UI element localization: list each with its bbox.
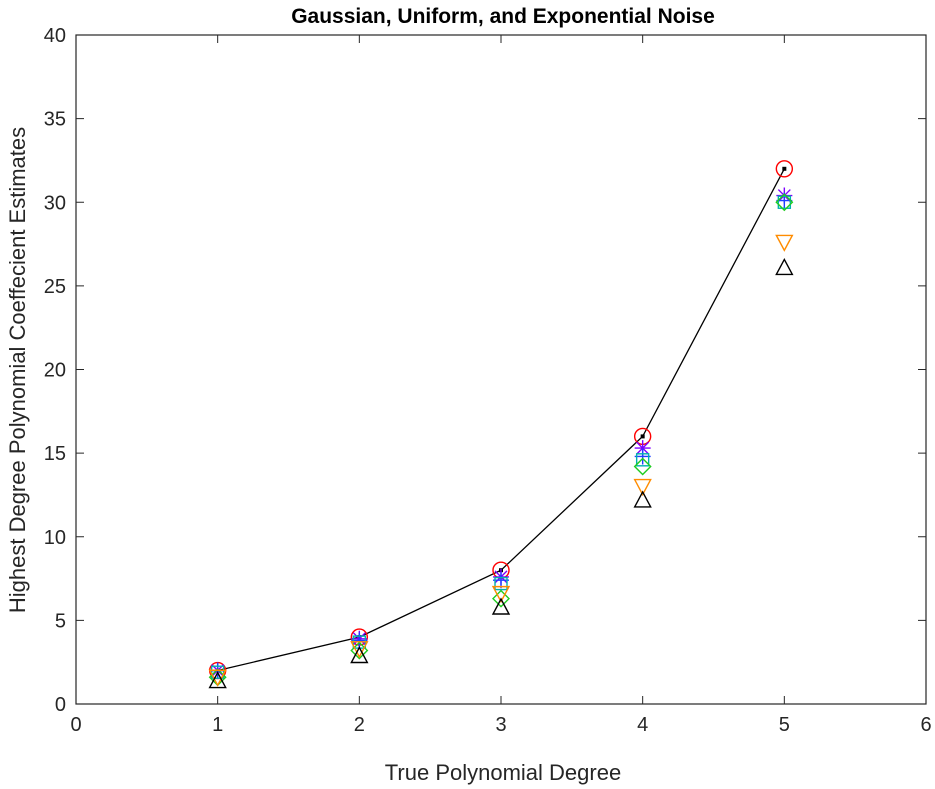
triangle-up-marker [491,597,511,615]
y-tick-label: 35 [44,109,66,131]
triangle-down-marker [633,478,652,497]
y-tick-label: 15 [44,443,66,465]
series-line [217,168,785,672]
y-tick-label: 20 [44,360,66,382]
square-marker [777,195,792,209]
x-tick-label: 3 [495,714,506,736]
y-tick-label: 30 [44,192,66,214]
plot-frame [75,34,927,705]
circle-marker [775,160,794,178]
diamond-marker [775,193,794,212]
y-tick-label: 0 [55,694,66,716]
line-point [782,166,787,171]
square-marker [210,665,225,679]
triangle-down-marker [208,669,227,687]
triangle-up-marker [775,257,794,276]
diamond-marker [633,457,652,476]
triangle-up-marker [350,646,369,664]
axes [75,34,927,705]
square-marker [494,576,508,591]
chart-title: Gaussian, Uniform, and Exponential Noise [291,5,715,28]
x-tick-label: 2 [354,714,365,736]
y-tick-label: 5 [55,610,66,632]
plot-series [208,160,794,689]
y-tick-label: 10 [44,527,66,549]
x-tick-label: 0 [70,714,81,736]
triangle-up-marker [633,490,652,508]
y-tick-label: 40 [44,25,66,47]
triangle-up-marker [208,671,227,689]
x-tick-label: 4 [637,714,648,736]
triangle-down-marker [491,585,511,604]
x-tick-label: 6 [920,714,931,736]
x-axis-label: True Polynomial Degree [385,760,621,785]
diamond-marker [492,589,510,608]
x-tick-label: 5 [779,714,790,736]
ticks: 0 1 2 3 4 5 6 0 5 10 15 20 25 30 35 40 [44,25,932,736]
y-axis-label: Highest Degree Polynomial Coeffecient Es… [5,127,30,613]
line-point [640,434,645,439]
triangle-down-marker [350,641,369,659]
star-marker [634,440,651,457]
square-marker [635,453,650,467]
y-tick-label: 25 [44,276,66,298]
x-tick-label: 1 [212,714,223,736]
triangle-down-marker [775,234,794,252]
